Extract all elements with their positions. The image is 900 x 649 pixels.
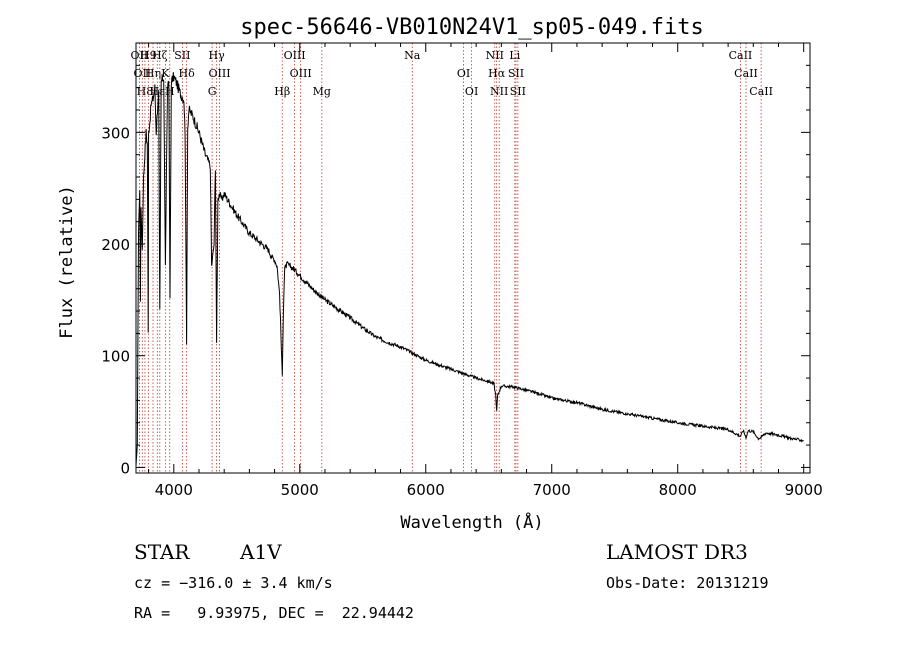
line-label-26: SII [510, 85, 526, 98]
x-tick-label-4: 8000 [659, 481, 697, 499]
survey-label: LAMOST DR3 [606, 540, 748, 564]
axes: 4000 5000 6000 7000 8000 9000 0 100 200 300 [101, 43, 823, 499]
line-label-27: CaII [729, 49, 753, 62]
y-tick-label-0: 0 [120, 459, 130, 477]
line-id-markers: OIIOIIH8H9HηHεHζKHSIIHδGHγOIIIHβOIIIOIII… [131, 43, 773, 473]
y-tick-label-1: 100 [101, 348, 130, 366]
line-label-28: CaII [734, 67, 758, 80]
x-tick-label-5: 9000 [785, 481, 823, 499]
line-label-0: OII [131, 49, 149, 62]
line-label-25: SII [508, 67, 524, 80]
line-label-9: SII [174, 49, 190, 62]
line-label-29: CaII [749, 85, 773, 98]
y-tick-label-2: 200 [101, 236, 130, 254]
chart-title: spec-56646-VB010N24V1_sp05-049.fits [240, 15, 704, 40]
x-tick-label-1: 5000 [281, 481, 319, 499]
line-label-13: OIII [208, 67, 230, 80]
line-label-17: Mg [313, 85, 331, 98]
line-label-10: Hδ [179, 67, 196, 80]
line-label-15: OIII [284, 49, 306, 62]
line-label-1: OII [133, 67, 151, 80]
line-label-3: H9 [140, 49, 157, 62]
x-axis-label: Wavelength (Å) [400, 511, 543, 533]
line-label-24: Li [509, 49, 520, 62]
y-tick-label-3: 300 [101, 124, 130, 142]
line-label-16: OIII [290, 67, 312, 80]
object-subclass: A1V [240, 540, 282, 564]
line-label-23: NII [490, 85, 508, 98]
redshift-readout: cz = −316.0 ± 3.4 km/s [134, 574, 333, 592]
x-tick-label-2: 6000 [407, 481, 445, 499]
spectrum-line [135, 72, 804, 467]
line-label-18: Na [404, 49, 421, 62]
line-label-19: OI [457, 67, 470, 80]
coordinates: RA = 9.93975, DEC = 22.94442 [134, 604, 414, 622]
x-tick-label-3: 7000 [533, 481, 571, 499]
line-label-21: NII [486, 49, 504, 62]
line-label-20: OI [465, 85, 478, 98]
line-label-7: K [161, 67, 170, 80]
line-label-12: Hγ [209, 49, 226, 62]
line-label-2: H8 [137, 85, 154, 98]
x-tick-label-0: 4000 [155, 481, 193, 499]
obs-date: Obs-Date: 20131219 [606, 574, 769, 592]
line-label-4: Hη [145, 67, 161, 80]
line-label-8: H [165, 85, 175, 98]
y-axis-label: Flux (relative) [57, 185, 77, 339]
line-label-6: Hζ [152, 49, 168, 62]
line-label-22: Hα [488, 67, 506, 80]
object-class: STAR [134, 540, 190, 564]
line-label-11: G [208, 85, 217, 98]
plot-frame [135, 42, 811, 474]
spectrum-series [135, 72, 804, 467]
line-label-14: Hβ [274, 85, 290, 98]
